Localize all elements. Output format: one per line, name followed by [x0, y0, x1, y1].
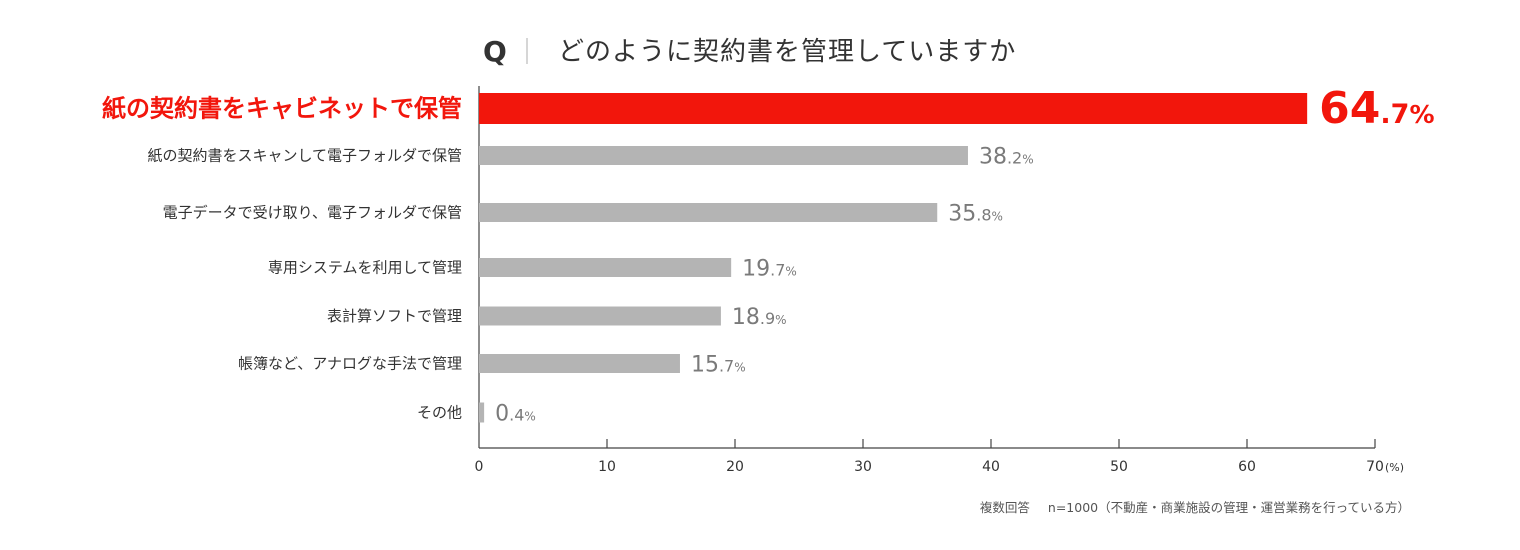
value-label: 19.7% [742, 257, 797, 282]
category-label: 帳簿など、アナログな手法で管理 [238, 355, 462, 373]
value-labels: 64.7%38.2%35.8%19.7%18.9%15.7%0.4% [495, 83, 1434, 427]
category-label: 紙の契約書をキャビネットで保管 [102, 95, 462, 123]
value-integer: 35 [948, 202, 976, 227]
footnote-sample: n=1000（不動産・商業施設の管理・運営業務を行っている方） [1048, 500, 1410, 515]
bar-7 [479, 402, 485, 423]
value-decimal: .7 [770, 261, 785, 280]
value-integer: 0 [495, 402, 509, 427]
chart-title: Q どのように契約書を管理していますか [483, 35, 1016, 68]
value-unit: % [734, 361, 745, 375]
bar-3 [479, 203, 938, 222]
value-unit: % [992, 210, 1003, 224]
value-integer: 18 [732, 305, 760, 330]
value-label: 64.7% [1319, 83, 1434, 134]
x-tick-label: 40 [982, 459, 1000, 475]
category-label: その他 [417, 404, 462, 422]
value-integer: 15 [691, 353, 719, 378]
question-marker: Q [483, 35, 507, 68]
x-tick-label: 20 [726, 459, 744, 475]
x-tick-label: 60 [1238, 459, 1256, 475]
x-tick-label: 50 [1110, 459, 1128, 475]
category-label: 電子データで受け取り、電子フォルダで保管 [163, 204, 462, 222]
x-tick-label: 10 [598, 459, 616, 475]
value-decimal: .4 [509, 406, 524, 425]
value-integer: 64 [1319, 83, 1380, 134]
value-label: 18.9% [732, 305, 787, 330]
bars [479, 93, 1308, 423]
bar-6 [479, 354, 680, 373]
bar-1 [479, 93, 1308, 124]
category-label: 表計算ソフトで管理 [327, 307, 462, 325]
footnote-response-type: 複数回答 [980, 500, 1031, 515]
category-label: 専用システムを利用して管理 [268, 259, 462, 277]
value-decimal: .8 [976, 206, 991, 225]
value-decimal: .7 [719, 357, 734, 376]
value-decimal: .9 [760, 309, 775, 328]
value-unit: % [524, 410, 535, 424]
value-unit: % [1022, 153, 1033, 167]
bar-5 [479, 306, 721, 326]
x-tick-label: 0 [475, 459, 484, 475]
x-tick-label: 70 [1366, 459, 1384, 475]
value-decimal: .2 [1007, 149, 1022, 168]
value-integer: 19 [742, 257, 770, 282]
x-tick-label: 30 [854, 459, 872, 475]
value-decimal: .7 [1380, 99, 1409, 130]
value-label: 38.2% [979, 145, 1034, 170]
value-unit: % [775, 313, 786, 327]
value-unit: % [1409, 100, 1434, 129]
bar-2 [479, 146, 968, 165]
category-label: 紙の契約書をスキャンして電子フォルダで保管 [147, 147, 462, 165]
bar-4 [479, 258, 732, 277]
value-label: 15.7% [691, 353, 746, 378]
category-labels: 紙の契約書をキャビネットで保管紙の契約書をスキャンして電子フォルダで保管電子デー… [102, 95, 462, 422]
footnote: 複数回答 n=1000（不動産・商業施設の管理・運営業務を行っている方） [980, 500, 1410, 515]
value-unit: % [785, 265, 796, 279]
question-text: どのように契約書を管理していますか [558, 37, 1016, 67]
value-integer: 38 [979, 145, 1007, 170]
value-label: 35.8% [948, 202, 1003, 227]
value-label: 0.4% [495, 402, 536, 427]
x-axis-unit-label: (%) [1385, 461, 1404, 474]
